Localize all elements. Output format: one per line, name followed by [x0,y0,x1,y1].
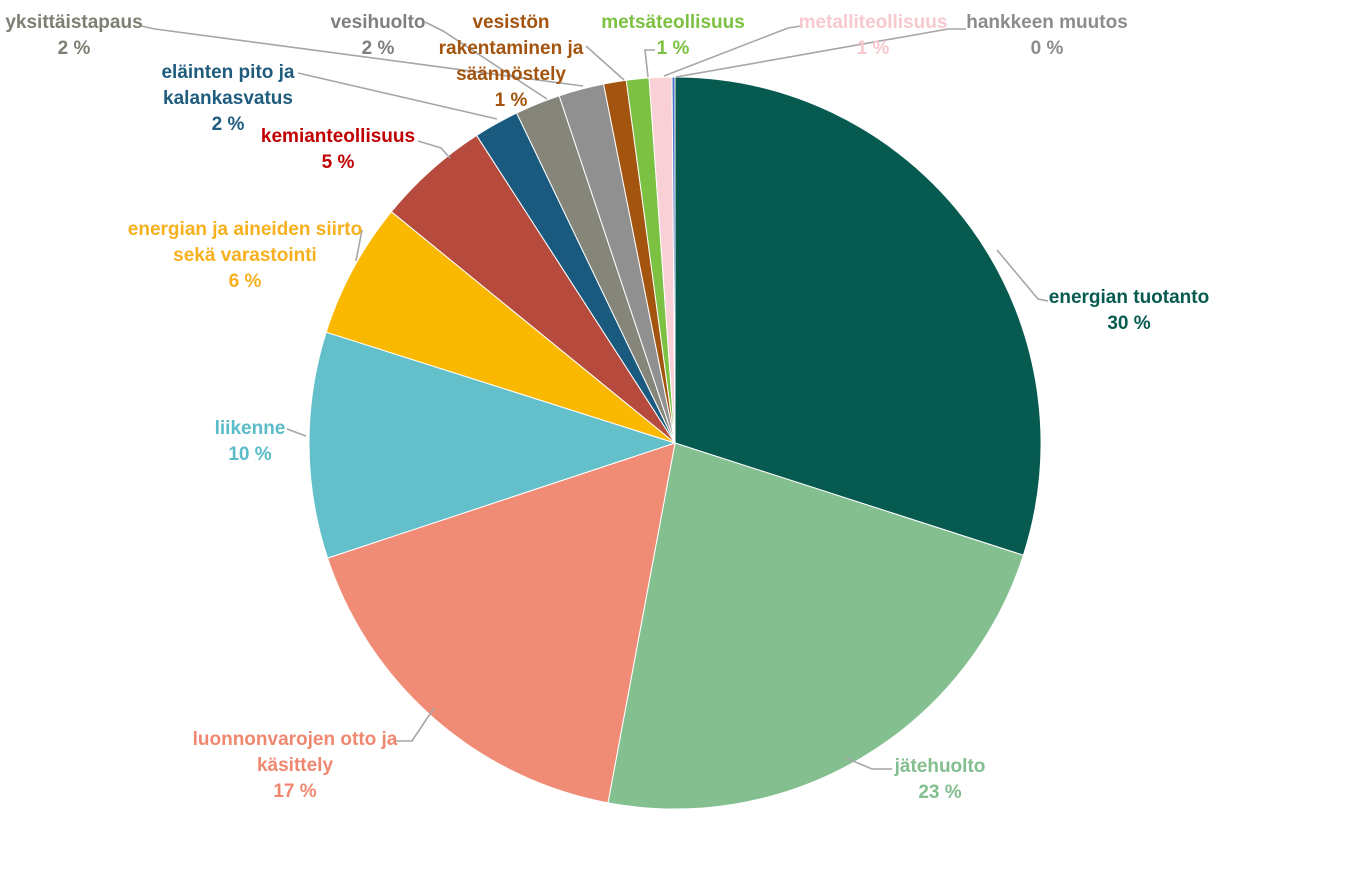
slice-label-percent: 10 % [228,444,272,465]
leader-line [417,140,451,159]
slice-label-text: energian tuotanto [1048,287,1210,308]
slice-label: energian ja aineiden siirto sekä varastoi… [128,217,362,295]
slice-label: kemianteollisuus 5 % [261,124,415,176]
slice-label-percent: 17 % [273,781,317,802]
slice-label-percent: 2 % [211,114,245,135]
slice-label-text: luonnonvarojen otto ja [192,729,398,750]
slice-label-percent: 5 % [321,152,355,173]
pie-slice[interactable] [325,210,676,444]
slice-label-percent: 1 % [856,38,890,59]
slice-label: vesistön rakentaminen ja säännöstely 1 % [439,10,584,114]
leader-line [396,707,435,742]
leader-line [845,757,892,770]
slice-label-text: kemianteollisuus [260,126,416,147]
slice-label-percent: 2 % [57,38,91,59]
slice-label-percent: 0 % [1030,38,1064,59]
slice-label-text: eläinten pito ja [161,62,295,83]
leader-line [644,49,655,78]
slice-label-text: hankkeen muutos [966,12,1128,33]
slice-label: yksittäistapaus 2 % [5,10,142,62]
slice-label: eläinten pito ja kalankasvatus 2 % [161,60,294,138]
slice-label-percent: 1 % [656,38,690,59]
leader-line [140,25,584,87]
leader-line [297,72,498,120]
slice-label-percent: 1 % [494,90,528,111]
pie-slice[interactable] [671,76,676,444]
slice-label-percent: 6 % [228,271,262,292]
slice-label-text: vesihuolto [330,12,426,33]
leader-line [675,28,966,78]
slice-label-text: metsäteollisuus [601,12,745,33]
slice-label-text: vesistön [472,12,550,33]
slice-label-text: sekä varastointi [173,245,317,266]
slice-label-text: käsittely [256,755,334,776]
pie-slice[interactable] [326,442,676,804]
slice-label: jätehuolto 23 % [895,754,986,806]
pie-slices [308,76,1042,810]
slice-label-text: energian ja aineiden siirto [127,219,363,240]
slice-label: hankkeen muutos 0 % [966,10,1128,62]
slice-label-text: säännöstely [456,64,566,85]
slice-label-percent: 23 % [918,782,962,803]
pie-slice[interactable] [308,331,677,559]
slice-label-text: metalliteollisuus [798,12,948,33]
slice-label: vesihuolto 2 % [330,10,425,62]
slice-label-text: yksittäistapaus [5,12,143,33]
leader-lines [140,21,1049,770]
slice-label: luonnonvarojen otto ja käsittely 17 % [193,727,398,805]
slice-label-text: liikenne [214,418,286,439]
leader-line [996,249,1049,302]
slice-label-text: jätehuolto [894,756,986,777]
slice-label-percent: 30 % [1107,313,1151,334]
leader-line [355,229,363,262]
slice-label-percent: 2 % [361,38,395,59]
pie-slice[interactable] [674,76,1042,556]
slice-label-text: rakentaminen ja [438,38,584,59]
slice-label: metsäteollisuus 1 % [601,10,745,62]
slice-label-text: kalankasvatus [163,88,293,109]
pie-slice[interactable] [607,442,1024,810]
slice-label: liikenne 10 % [215,416,286,468]
leader-line [585,45,625,81]
leader-line [663,25,802,77]
slice-label: metalliteollisuus 1 % [799,10,948,62]
leader-line [286,428,307,437]
slice-label: energian tuotanto 30 % [1049,285,1209,337]
